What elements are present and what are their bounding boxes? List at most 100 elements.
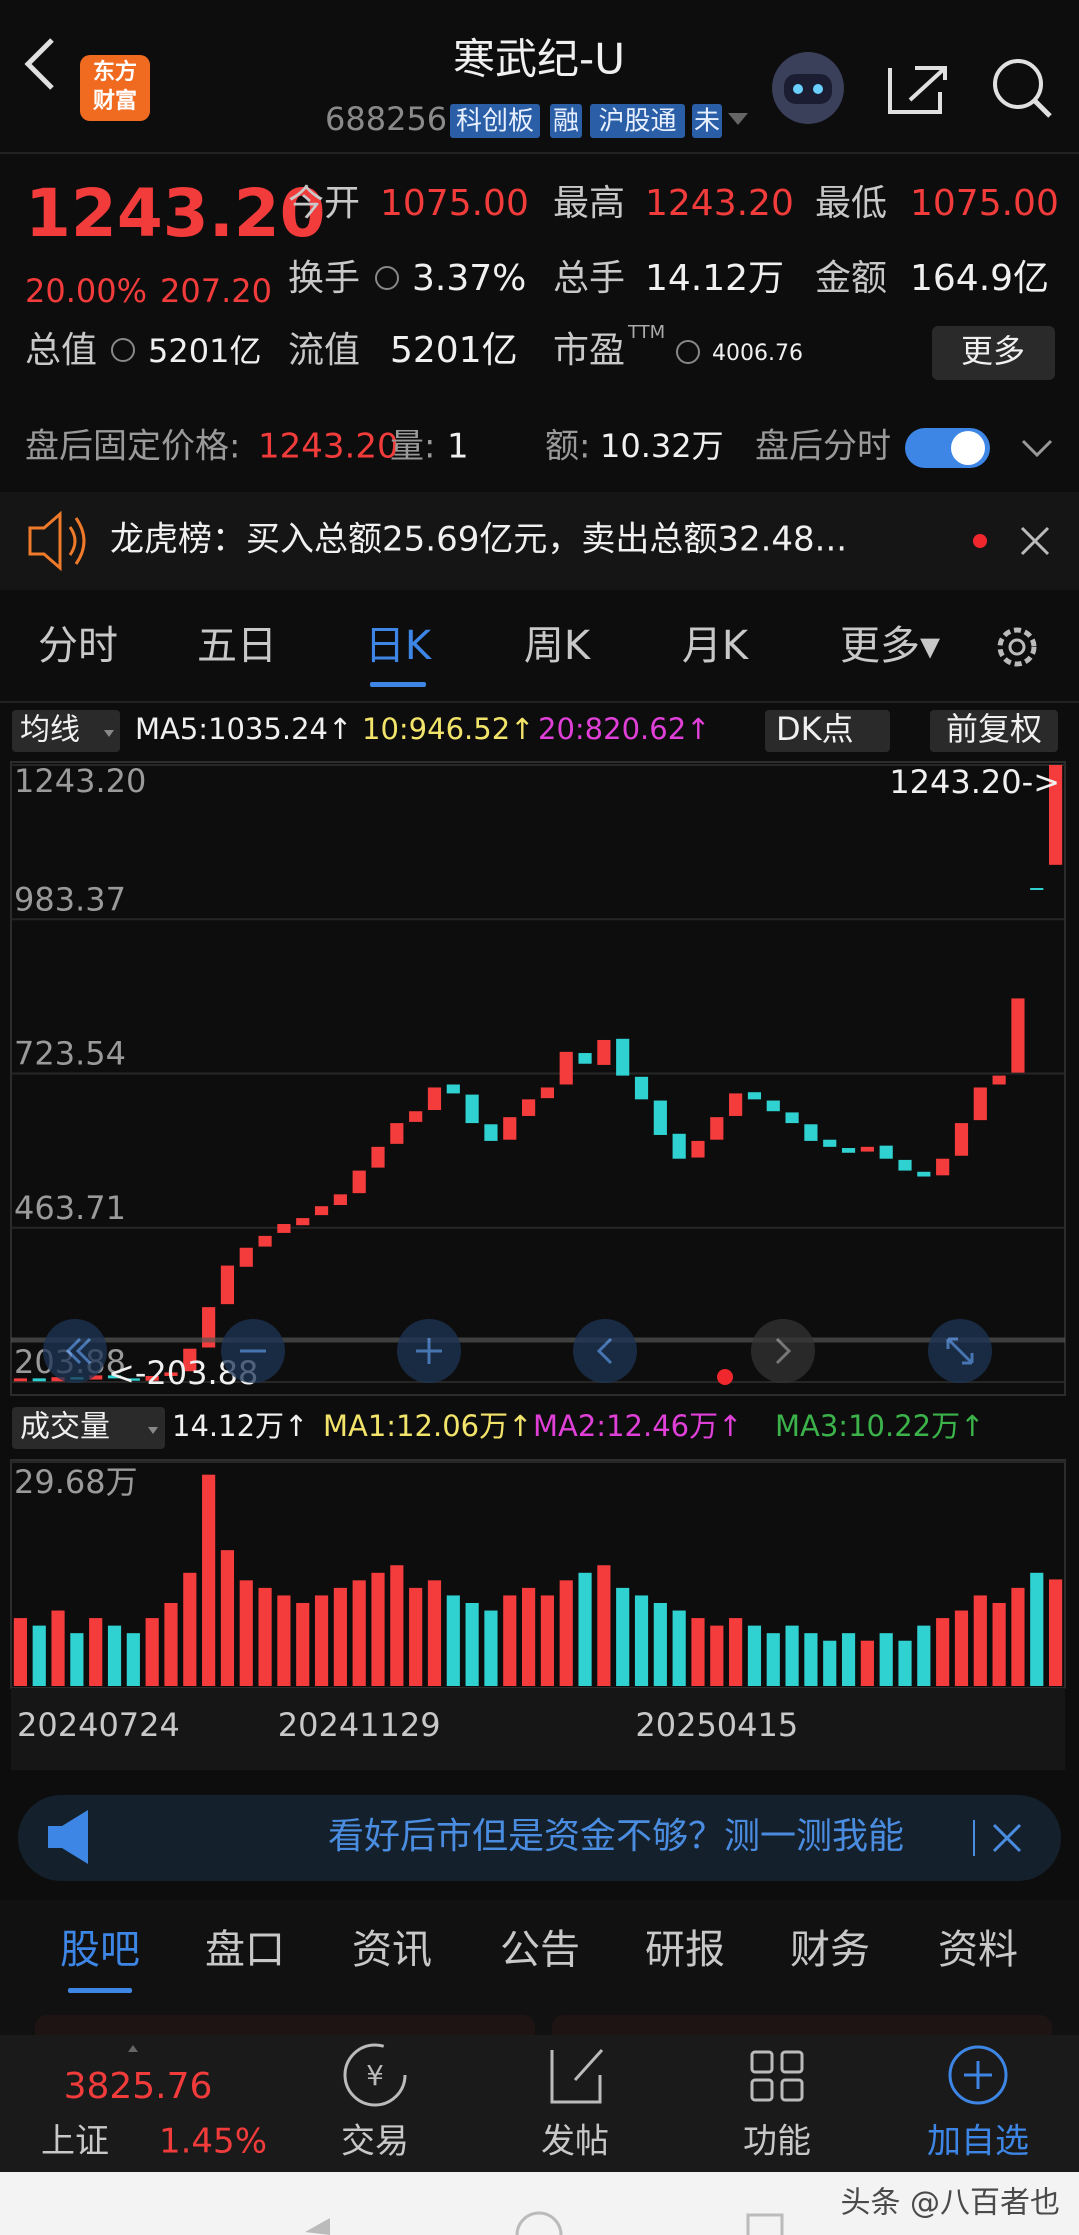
volume-bar — [1030, 1572, 1044, 1686]
chart-tab[interactable]: 周K — [524, 623, 592, 669]
prev-button[interactable] — [573, 1319, 637, 1383]
nav-item[interactable]: 功能 — [743, 2122, 811, 2162]
volume-bar — [634, 1595, 649, 1686]
candle — [409, 1111, 423, 1122]
fullscreen-icon — [946, 1337, 974, 1365]
notice-bar[interactable] — [0, 492, 1079, 590]
candle — [277, 1224, 291, 1233]
nav-item[interactable]: 加自选 — [927, 2122, 1029, 2162]
system-back[interactable] — [305, 2218, 330, 2235]
stat-value: 1243.20 — [645, 183, 794, 224]
close-button[interactable] — [1020, 526, 1050, 556]
rewind-icon — [65, 1337, 92, 1365]
bottom-tab[interactable]: 公告 — [500, 1927, 580, 1973]
share-button[interactable] — [888, 66, 947, 114]
back-button[interactable] — [24, 38, 54, 90]
chart-tab[interactable]: 五日 — [197, 623, 277, 669]
volume-bar — [559, 1580, 573, 1686]
marker-dot — [717, 1369, 733, 1385]
next-button[interactable] — [751, 1319, 815, 1383]
candle — [446, 1084, 460, 1094]
notice-text: 龙虎榜：买入总额25.69亿元，卖出总额32.48... — [110, 520, 847, 560]
bottom-tab[interactable]: 资讯 — [352, 1927, 432, 1973]
dk-button[interactable] — [765, 710, 890, 752]
volume-bar — [484, 1610, 498, 1686]
candle — [747, 1092, 762, 1100]
info-icon[interactable] — [676, 340, 700, 364]
dropdown-icon[interactable] — [728, 113, 748, 125]
logo[interactable] — [80, 55, 150, 121]
y-tick-label: 463.71 — [14, 1189, 126, 1227]
megaphone-icon — [48, 1810, 88, 1864]
close-button[interactable] — [992, 1823, 1022, 1853]
candle — [522, 1099, 536, 1116]
system-home[interactable] — [515, 2211, 563, 2235]
bottom-tab[interactable]: 盘口 — [205, 1927, 285, 1973]
stat-value: 164.9亿 — [910, 258, 1049, 299]
robot-eye — [793, 84, 803, 94]
stat-label: 今开 — [288, 183, 360, 224]
candle — [540, 1087, 554, 1099]
info-icon[interactable] — [375, 266, 399, 290]
volume-bar — [766, 1633, 780, 1686]
add-icon — [948, 2045, 1008, 2105]
index-name: 上证 — [41, 2122, 109, 2162]
volume-bar — [220, 1550, 235, 1686]
adjust-button[interactable] — [930, 710, 1058, 752]
candle — [503, 1117, 517, 1140]
candle — [785, 1112, 799, 1124]
candle — [145, 1375, 159, 1381]
ma-select[interactable] — [12, 710, 120, 752]
system-recent[interactable] — [746, 2213, 784, 2235]
tag-bg — [450, 104, 540, 138]
stat-value: 1075.00 — [380, 183, 529, 224]
nav-item[interactable]: 发帖 — [541, 2122, 609, 2162]
volume-bar — [446, 1595, 460, 1686]
volume-bar — [804, 1633, 818, 1686]
after-hours-label: 盘后固定价格: — [25, 427, 240, 467]
ma-select-text: 均线 — [20, 713, 80, 748]
toggle-knob — [951, 431, 985, 465]
more-button[interactable] — [932, 326, 1055, 380]
bottom-tab[interactable]: 研报 — [645, 1927, 725, 1973]
y-tick-label: 723.54 — [14, 1035, 126, 1073]
candle — [936, 1158, 950, 1176]
y-tick-label: 983.37 — [14, 880, 126, 918]
rewind-button[interactable] — [43, 1319, 107, 1383]
tag: 融 — [553, 107, 579, 137]
stat-label: 总手 — [553, 258, 625, 299]
candle — [183, 1348, 197, 1372]
bottom-tab[interactable]: 股吧 — [60, 1927, 140, 1973]
volume-bar — [465, 1602, 479, 1686]
change-amount: 207.20 — [160, 272, 272, 310]
stat-label: 流值 — [288, 330, 360, 371]
ad-banner[interactable] — [18, 1795, 1061, 1881]
chart-tabs: 分时 五日 日K 周K 月K 更多▾ — [38, 623, 940, 687]
volume-bar — [917, 1625, 931, 1686]
index-value[interactable]: 3825.76 — [64, 2066, 213, 2107]
volume-bar — [522, 1587, 536, 1686]
search-button[interactable] — [993, 59, 1043, 109]
prev-icon — [596, 1337, 613, 1365]
volume-bar — [107, 1625, 122, 1686]
chart-tab[interactable]: 分时 — [38, 623, 118, 669]
max-label: 1243.20-> — [889, 763, 1060, 801]
candle — [729, 1093, 743, 1116]
candle — [333, 1194, 347, 1206]
info-icon[interactable] — [111, 338, 135, 362]
bottom-tab[interactable]: 财务 — [790, 1927, 870, 1973]
candle — [841, 1148, 856, 1153]
nav-item[interactable]: 交易 — [341, 2122, 409, 2162]
volume-chart: 29.68万 20240724 20241129 20250415 — [11, 1461, 1065, 1744]
chart-tab[interactable]: 更多▾ — [840, 623, 940, 669]
volume-bar — [164, 1602, 178, 1686]
expand-icon[interactable] — [1021, 439, 1053, 458]
chart-tab[interactable]: 日K — [365, 623, 433, 669]
chart-tab[interactable]: 月K — [682, 623, 750, 669]
bottom-tab[interactable]: 资料 — [938, 1927, 1018, 1973]
dropdown-icon — [148, 1427, 158, 1434]
candle — [804, 1124, 818, 1141]
more-button-text: 更多 — [961, 332, 1025, 370]
settings-button[interactable] — [997, 627, 1037, 667]
volume-select[interactable] — [12, 1407, 165, 1449]
